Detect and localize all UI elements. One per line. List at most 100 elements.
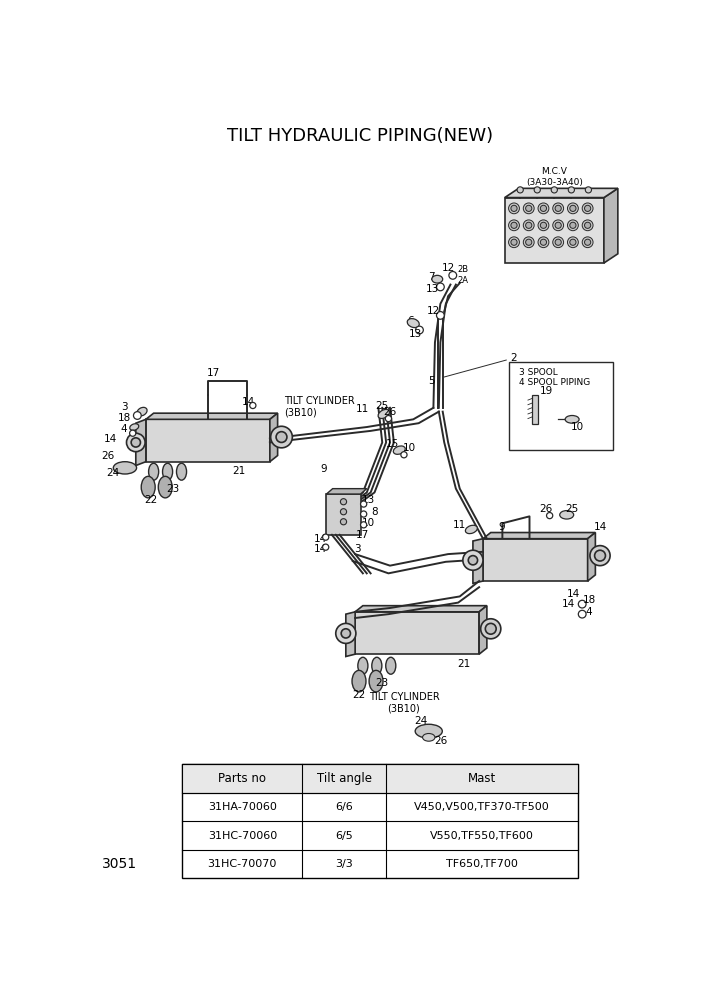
Text: 26: 26	[434, 736, 447, 746]
Text: 14: 14	[104, 434, 117, 443]
Ellipse shape	[378, 410, 390, 419]
Polygon shape	[326, 489, 366, 494]
Polygon shape	[270, 414, 277, 461]
Circle shape	[361, 522, 366, 528]
Text: 4: 4	[121, 425, 128, 434]
Polygon shape	[326, 494, 361, 535]
Circle shape	[570, 239, 576, 245]
Circle shape	[508, 237, 519, 248]
Text: 10: 10	[403, 442, 416, 452]
Text: 9: 9	[498, 522, 505, 532]
Circle shape	[570, 205, 576, 211]
Text: 21: 21	[232, 466, 246, 476]
Text: 3: 3	[354, 544, 361, 554]
Text: 6: 6	[407, 315, 413, 325]
Bar	[183, 764, 578, 793]
Circle shape	[534, 186, 541, 193]
Circle shape	[250, 403, 256, 409]
Text: 14: 14	[567, 589, 581, 599]
Text: 6/5: 6/5	[336, 830, 353, 840]
Circle shape	[511, 222, 517, 228]
Text: 18: 18	[583, 595, 596, 605]
Circle shape	[538, 237, 549, 248]
Text: Mast: Mast	[468, 772, 496, 785]
Circle shape	[271, 427, 292, 447]
Text: Tilt angle: Tilt angle	[317, 772, 372, 785]
Text: 12: 12	[427, 306, 440, 315]
Ellipse shape	[393, 446, 405, 454]
Text: 31HA-70060: 31HA-70060	[208, 803, 277, 812]
Text: 25: 25	[376, 401, 389, 412]
Circle shape	[340, 509, 347, 515]
Ellipse shape	[432, 276, 443, 283]
Ellipse shape	[369, 671, 383, 692]
Text: 23: 23	[166, 484, 180, 494]
Text: 13: 13	[362, 495, 375, 505]
Circle shape	[541, 239, 547, 245]
Circle shape	[340, 499, 347, 505]
Ellipse shape	[358, 658, 368, 675]
Ellipse shape	[372, 658, 382, 675]
Circle shape	[590, 546, 610, 565]
Circle shape	[526, 222, 532, 228]
Text: 23: 23	[376, 679, 389, 688]
Circle shape	[361, 511, 366, 517]
Bar	[532, 395, 538, 424]
Circle shape	[585, 205, 590, 211]
Circle shape	[463, 551, 483, 570]
Circle shape	[552, 220, 564, 231]
Polygon shape	[588, 533, 595, 581]
Text: M.C.V
(3A30-3A40): M.C.V (3A30-3A40)	[526, 168, 583, 186]
Ellipse shape	[465, 525, 477, 534]
Circle shape	[401, 451, 407, 458]
Polygon shape	[473, 539, 483, 583]
Polygon shape	[604, 188, 618, 263]
Circle shape	[585, 239, 590, 245]
Circle shape	[582, 220, 593, 231]
Text: TILT CYLINDER
(3B10): TILT CYLINDER (3B10)	[369, 691, 439, 713]
Polygon shape	[505, 188, 618, 197]
Text: 11: 11	[453, 520, 466, 530]
Ellipse shape	[423, 733, 435, 741]
Circle shape	[437, 311, 444, 319]
Circle shape	[523, 220, 534, 231]
Circle shape	[131, 437, 140, 447]
Text: 2A: 2A	[457, 276, 468, 286]
Text: 21: 21	[457, 660, 470, 670]
Text: 6/6: 6/6	[336, 803, 353, 812]
Text: 19: 19	[540, 386, 553, 396]
Circle shape	[130, 431, 135, 436]
Ellipse shape	[565, 416, 579, 424]
Text: 22: 22	[352, 690, 366, 700]
Text: 8: 8	[371, 507, 378, 517]
Polygon shape	[355, 612, 479, 654]
Circle shape	[385, 416, 392, 422]
Polygon shape	[146, 414, 277, 420]
Circle shape	[481, 619, 501, 639]
Circle shape	[538, 220, 549, 231]
Circle shape	[517, 186, 523, 193]
Text: V450,V500,TF370-TF500: V450,V500,TF370-TF500	[414, 803, 550, 812]
Text: 25: 25	[566, 504, 578, 514]
Ellipse shape	[113, 461, 137, 474]
Text: 24: 24	[106, 468, 119, 478]
Text: 14: 14	[241, 397, 255, 407]
Text: 10: 10	[571, 422, 584, 433]
Circle shape	[508, 203, 519, 213]
Ellipse shape	[385, 658, 396, 675]
Text: 14: 14	[314, 534, 327, 544]
Ellipse shape	[137, 408, 147, 416]
Ellipse shape	[141, 476, 155, 498]
Circle shape	[568, 186, 574, 193]
Polygon shape	[135, 420, 146, 465]
Text: 17: 17	[206, 368, 220, 378]
Ellipse shape	[163, 463, 173, 480]
Circle shape	[523, 203, 534, 213]
Circle shape	[485, 623, 496, 634]
Polygon shape	[479, 606, 487, 654]
Text: V550,TF550,TF600: V550,TF550,TF600	[430, 830, 534, 840]
Circle shape	[276, 432, 287, 442]
Circle shape	[511, 205, 517, 211]
Text: 3 SPOOL
4 SPOOL PIPING: 3 SPOOL 4 SPOOL PIPING	[519, 368, 590, 387]
Text: 24: 24	[414, 716, 428, 726]
